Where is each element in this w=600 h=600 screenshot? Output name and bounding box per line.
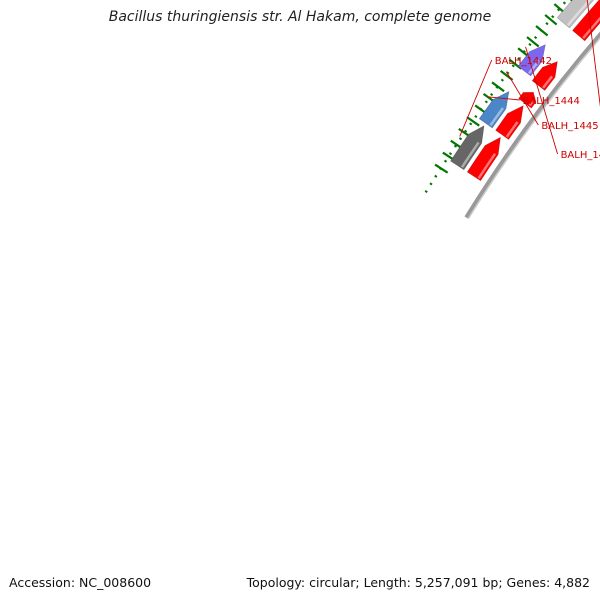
gene-label: BALH_1444 <box>523 96 580 107</box>
gene-arrow <box>450 125 485 171</box>
inner-tick <box>434 163 449 174</box>
backbone-arc <box>464 31 600 220</box>
gene-highlight <box>528 59 540 75</box>
gene-highlight <box>542 75 554 89</box>
gene-highlight <box>477 152 497 179</box>
backbone-highlight <box>467 37 600 220</box>
gene-label: BALH_1442 <box>495 56 552 67</box>
inner-tick <box>535 25 549 37</box>
gene-highlight <box>505 121 519 138</box>
gene-label: BALH_1446 <box>561 150 600 161</box>
inner-tick <box>466 116 480 127</box>
label-leader-line <box>525 46 558 155</box>
label-leader-line <box>487 96 520 101</box>
gene-highlight <box>460 141 480 168</box>
label-leader-line <box>459 59 493 137</box>
gene-highlight <box>566 0 592 27</box>
accession-text: Accession: NC_008600 <box>9 575 152 590</box>
gene-arrow <box>556 0 595 29</box>
inner-tick <box>491 81 505 93</box>
gene-arrow <box>466 136 501 182</box>
gene-label: BALH_1445 <box>541 121 598 132</box>
inner-tick <box>544 14 558 26</box>
inner-tick <box>526 36 540 48</box>
gene-arrow <box>517 44 546 77</box>
genome-backbone <box>464 31 600 220</box>
gene-arrow <box>495 105 524 140</box>
map-title: Bacillus thuringiensis str. Al Hakam, co… <box>108 9 492 25</box>
gene-labels: BALH_1442BALH_1444BALH_1445BALH_1446BALH… <box>459 0 600 161</box>
gene-features <box>450 0 600 182</box>
gene-arrow <box>531 61 558 91</box>
gene-arrow <box>572 0 600 42</box>
gene-highlight <box>582 16 600 39</box>
label-leader-line <box>586 0 600 108</box>
gene-arrow <box>518 91 537 109</box>
gene-arrow <box>478 90 510 129</box>
gene-highlight <box>528 100 534 107</box>
genome-stats-text: Topology: circular; Length: 5,257,091 bp… <box>246 575 590 590</box>
label-leader-line <box>505 71 539 126</box>
gene-highlight <box>489 107 505 127</box>
